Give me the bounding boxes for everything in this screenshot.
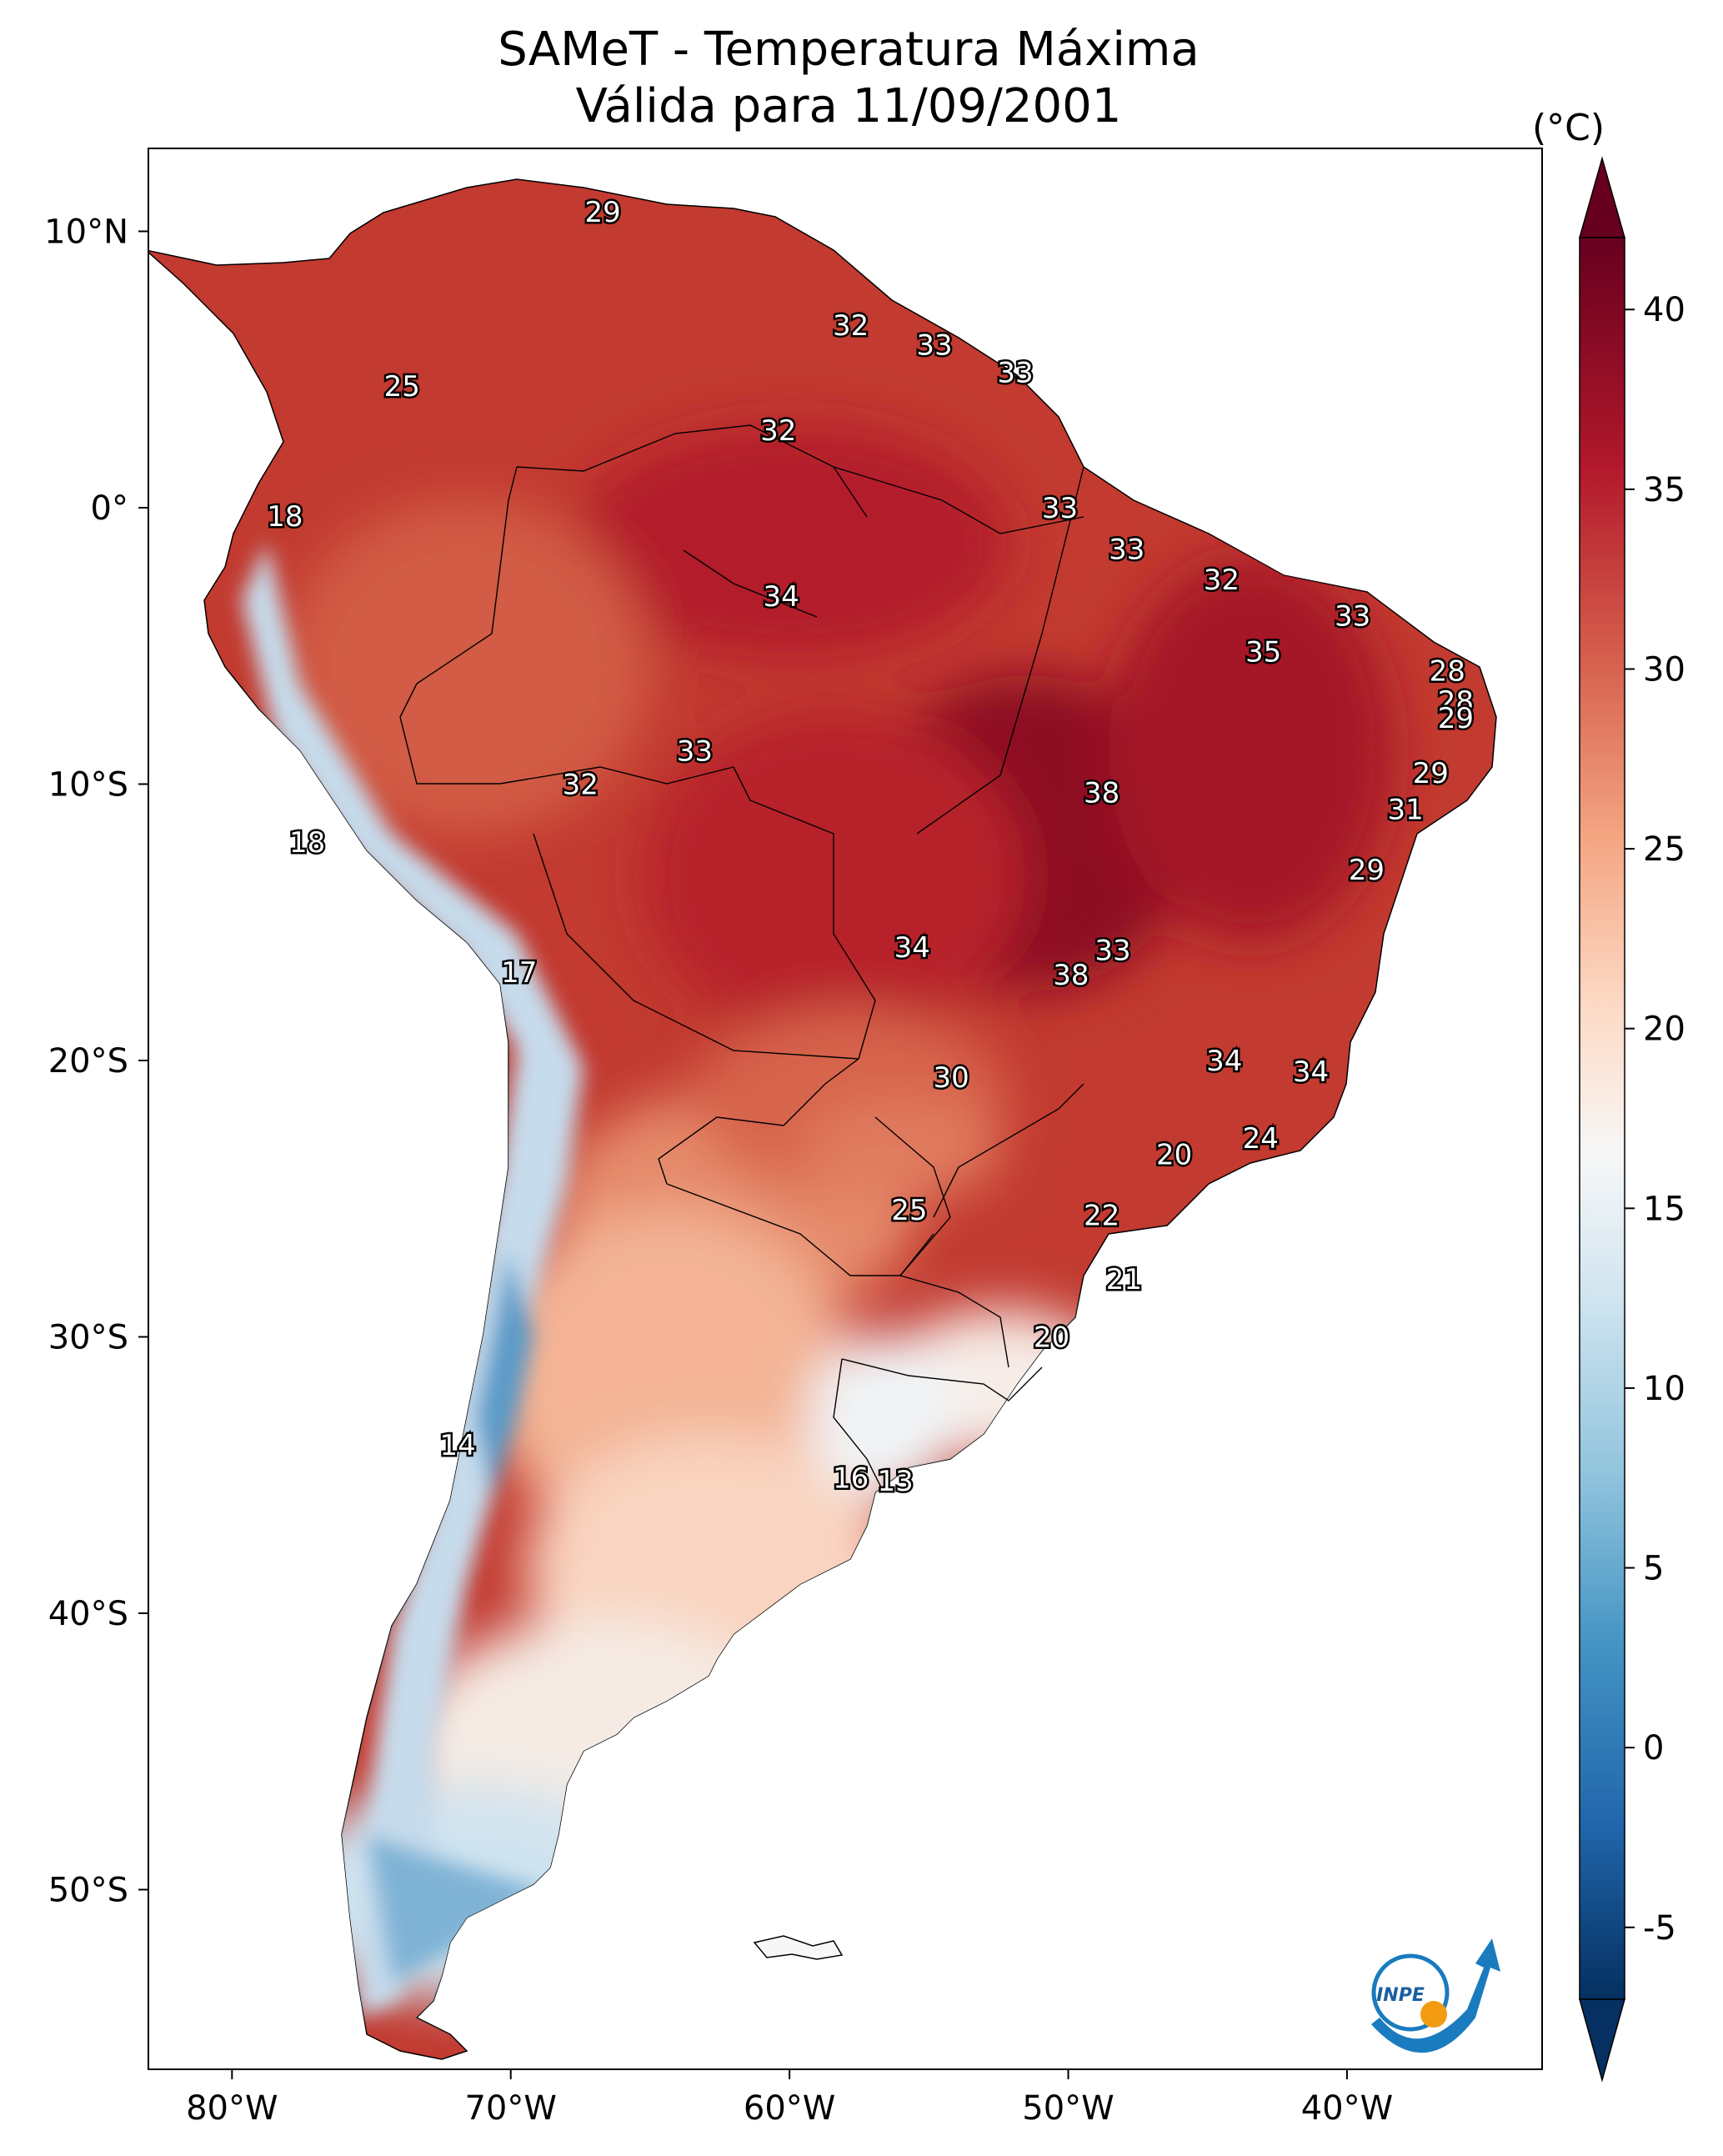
colorbar-tick-label: 0 <box>1643 1729 1664 1767</box>
contour-label: 20 <box>1156 1139 1192 1172</box>
contour-label: 33 <box>997 357 1033 390</box>
contour-label: 34 <box>894 931 930 965</box>
lat-tick-label: 20°S <box>48 1042 128 1081</box>
lon-tick-label: 40°W <box>1301 2089 1393 2128</box>
contour-label: 38 <box>1084 776 1119 810</box>
colorbar-tick-label: 25 <box>1643 830 1685 869</box>
lat-tick-label: 0° <box>91 489 128 528</box>
map-subtitle: Válida para 11/09/2001 <box>575 79 1122 133</box>
contour-label: 28 <box>1430 655 1465 689</box>
contour-label: 32 <box>760 414 796 448</box>
contour-label: 34 <box>1293 1055 1329 1089</box>
country-borders <box>399 424 1084 1493</box>
lat-tick-label: 10°S <box>48 765 128 804</box>
contour-label: 25 <box>891 1194 927 1227</box>
colorbar-tick-label: 20 <box>1643 1010 1685 1049</box>
contour-label: 29 <box>584 196 620 229</box>
contour-label: 32 <box>833 309 869 343</box>
contour-label: 32 <box>1204 564 1240 597</box>
contour-label: 33 <box>916 328 952 362</box>
contour-label: 33 <box>1335 599 1370 633</box>
contour-label: 22 <box>1084 1200 1119 1233</box>
lon-tick-label: 70°W <box>464 2089 556 2128</box>
contour-label: 20 <box>1034 1321 1069 1354</box>
lon-tick-label: 80°W <box>186 2089 278 2128</box>
colorbar-gradient <box>1579 237 1625 2000</box>
map-frame <box>148 148 1543 2070</box>
colorbar-tick-label: 15 <box>1643 1190 1685 1228</box>
contour-label: 16 <box>833 1462 869 1496</box>
colorbar-min-arrow <box>1579 1998 1625 2083</box>
contour-label: 28 <box>1438 685 1474 719</box>
colorbar-tick-label: 40 <box>1643 291 1685 329</box>
colorbar-max-arrow <box>1579 156 1625 238</box>
colorbar-tick-label: -5 <box>1643 1909 1676 1948</box>
contour-label: 18 <box>267 500 303 534</box>
colorbar-tick-label: 35 <box>1643 471 1685 509</box>
inpe-logo: INPE <box>1371 1938 1500 2053</box>
contour-label: 32 <box>563 768 599 801</box>
contour-label: 33 <box>1109 534 1144 567</box>
map-title: SAMeT - Temperatura Máxima <box>498 23 1200 77</box>
contour-label: 33 <box>1094 934 1130 967</box>
contour-label: 14 <box>440 1429 476 1462</box>
colorbar: 40 35 30 25 20 15 10 5 0 -5 <box>1579 156 1685 2083</box>
contour-label: 29 <box>1413 757 1449 790</box>
inpe-logo-dot <box>1420 2001 1447 2028</box>
contour-label: 38 <box>1053 959 1089 992</box>
lon-tick-label: 50°W <box>1022 2089 1114 2128</box>
contour-label: 24 <box>1243 1122 1279 1156</box>
falkland-islands <box>753 1935 844 1960</box>
lat-tick-label: 30°S <box>48 1318 128 1356</box>
contour-label: 25 <box>384 370 420 404</box>
contour-label: 34 <box>763 580 799 614</box>
colorbar-ticks: 40 35 30 25 20 15 10 5 0 -5 <box>1625 291 1685 1948</box>
contour-label: 30 <box>933 1061 969 1095</box>
lat-tick-label: 40°S <box>48 1595 128 1633</box>
colorbar-tick-label: 30 <box>1643 650 1685 689</box>
colorbar-tick-label: 5 <box>1643 1550 1664 1588</box>
latitude-axis: 10°N 0° 10°S 20°S 30°S 40°S 50°S <box>44 213 148 1910</box>
contour-label: 29 <box>1438 702 1474 735</box>
contour-label: 33 <box>677 735 713 769</box>
contour-label: 35 <box>1245 635 1281 669</box>
inpe-logo-text: INPE <box>1376 1985 1425 2006</box>
contour-label: 31 <box>1388 793 1424 826</box>
contour-label: 13 <box>878 1465 914 1498</box>
lat-tick-label: 10°N <box>44 213 128 251</box>
contour-label: 21 <box>1106 1263 1142 1296</box>
colorbar-unit: (°C) <box>1532 107 1605 149</box>
longitude-axis: 80°W 70°W 60°W 50°W 40°W <box>186 2069 1393 2128</box>
contour-label: 17 <box>501 956 537 990</box>
contour-label: 33 <box>1042 492 1078 525</box>
contour-label: 29 <box>1349 854 1385 887</box>
colorbar-tick-label: 10 <box>1643 1370 1685 1408</box>
lon-tick-label: 60°W <box>744 2089 835 2128</box>
lat-tick-label: 50°S <box>48 1872 128 1910</box>
contour-label: 34 <box>1206 1045 1242 1078</box>
contour-label: 18 <box>289 826 325 860</box>
